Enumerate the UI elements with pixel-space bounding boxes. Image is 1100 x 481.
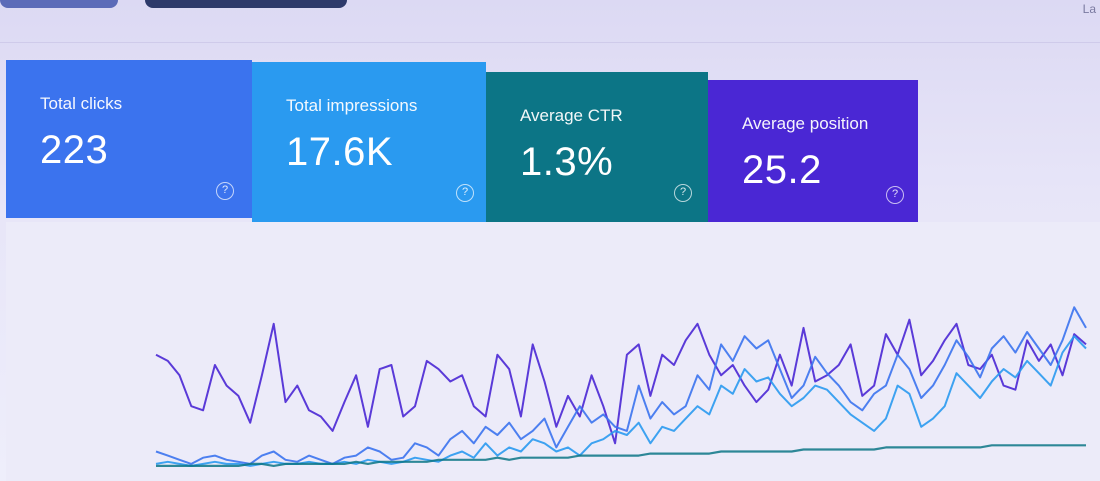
metric-value: 1.3% (520, 140, 614, 184)
header-tab-left[interactable] (0, 0, 118, 8)
metric-value: 25.2 (742, 148, 822, 192)
metric-value: 17.6K (286, 130, 394, 174)
performance-line-chart[interactable] (6, 222, 1100, 481)
header-corner-label: La (1082, 2, 1096, 16)
header-divider (0, 42, 1100, 43)
help-icon[interactable]: ? (216, 182, 234, 200)
performance-chart-panel (6, 222, 1100, 481)
series-average-position-line (155, 318, 1087, 445)
series-total-impressions-line (155, 335, 1087, 467)
metric-cards: Total clicks 223 ? Total impressions 17.… (6, 60, 918, 222)
metric-card-total-clicks[interactable]: Total clicks 223 ? (6, 60, 252, 218)
help-icon[interactable]: ? (886, 186, 904, 204)
header-tab-active[interactable] (145, 0, 347, 8)
metric-label: Total clicks (40, 94, 123, 113)
metric-label: Average position (742, 114, 869, 133)
metric-card-average-ctr[interactable]: Average CTR 1.3% ? (486, 72, 708, 222)
metric-label: Average CTR (520, 106, 623, 125)
metric-card-average-position[interactable]: Average position 25.2 ? (708, 80, 918, 222)
metric-label: Total impressions (286, 96, 418, 115)
help-icon[interactable]: ? (456, 184, 474, 202)
series-total-clicks-line (155, 306, 1087, 465)
metric-card-total-impressions[interactable]: Total impressions 17.6K ? (252, 62, 486, 222)
metric-value: 223 (40, 128, 109, 172)
help-icon[interactable]: ? (674, 184, 692, 202)
series-average-ctr-line (156, 444, 1086, 467)
